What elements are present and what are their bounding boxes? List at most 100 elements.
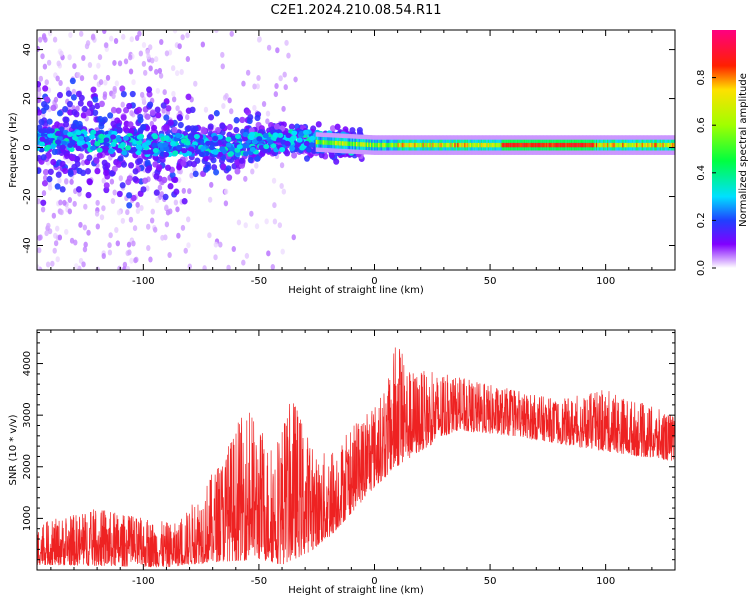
- ridge-core: [651, 142, 654, 148]
- spectral-blob: [256, 36, 262, 43]
- spectral-blob: [55, 130, 62, 136]
- spectral-blob: [96, 152, 103, 159]
- ridge-core: [637, 142, 640, 148]
- spectral-blob: [113, 37, 119, 44]
- spectral-blob: [41, 100, 48, 108]
- spectral-blob: [175, 132, 182, 139]
- ridge-core: [393, 142, 396, 148]
- ridge-core: [569, 142, 572, 148]
- spectral-blob: [309, 135, 316, 141]
- spectral-blob: [110, 120, 117, 128]
- spectral-blob: [126, 102, 133, 110]
- spectral-blob: [128, 54, 133, 61]
- spectral-blob: [76, 140, 83, 146]
- spectral-blob: [154, 106, 161, 113]
- spectral-blob: [207, 232, 212, 239]
- ridge-core: [623, 142, 626, 148]
- ridge-core: [581, 142, 585, 148]
- ridge-core: [667, 142, 671, 148]
- spectral-blob: [213, 254, 218, 261]
- spectral-blob: [179, 69, 184, 76]
- spectral-blob: [51, 148, 58, 156]
- spectral-blob: [46, 175, 53, 183]
- ridge-core: [391, 142, 395, 148]
- ridge-core: [484, 142, 488, 148]
- spectral-blob: [135, 208, 141, 215]
- spectral-blob: [76, 72, 81, 79]
- spectral-blob: [243, 175, 248, 182]
- spectral-blob: [75, 130, 82, 136]
- ridge-core: [530, 142, 533, 148]
- ridge-core: [326, 140, 329, 145]
- spectral-blob: [155, 112, 162, 119]
- spectral-blob: [86, 154, 93, 162]
- spectral-blob: [213, 110, 220, 117]
- spectral-blob: [128, 68, 134, 75]
- ridge-core: [337, 141, 341, 146]
- ridge-core: [609, 142, 612, 148]
- spectral-blob: [63, 121, 70, 128]
- ridge-core: [328, 140, 331, 145]
- spectral-blob: [119, 182, 126, 189]
- spectral-blob: [212, 141, 219, 147]
- ridge-core: [496, 142, 499, 148]
- spectral-blob: [185, 114, 190, 121]
- ridge-core: [541, 142, 544, 148]
- spectral-blob: [218, 241, 223, 248]
- spectral-blob: [180, 34, 185, 41]
- spectral-blob: [172, 150, 179, 156]
- spectral-blob: [87, 61, 93, 68]
- spectral-blob: [245, 69, 251, 76]
- spectral-blob: [56, 109, 63, 117]
- ridge-core: [436, 142, 439, 148]
- spectral-blob: [117, 155, 124, 162]
- spectral-blob: [117, 60, 123, 67]
- ridge-core: [600, 142, 603, 148]
- spectral-blob: [94, 210, 100, 217]
- spectrogram-y-label: Frequency (Hz): [8, 112, 19, 188]
- spectral-blob: [79, 30, 84, 37]
- spectral-blob: [70, 123, 77, 130]
- ridge-core: [357, 142, 360, 147]
- spectral-blob: [356, 126, 363, 134]
- spectral-blob: [81, 105, 88, 113]
- spectral-blob: [238, 157, 245, 164]
- ridge-core: [428, 142, 431, 148]
- ridge-core: [534, 142, 538, 148]
- x-tick-label: -100: [132, 576, 155, 587]
- ridge-core: [587, 142, 590, 148]
- spectral-blob: [69, 154, 76, 162]
- x-tick-label: -100: [132, 276, 155, 287]
- spectral-blob: [255, 83, 260, 90]
- spectral-blob: [193, 80, 198, 87]
- spectral-blob: [94, 102, 101, 110]
- ridge-core: [640, 142, 643, 148]
- spectral-blob: [44, 144, 51, 150]
- spectral-blob: [233, 126, 240, 134]
- ridge-core: [414, 142, 417, 148]
- spectral-blob: [43, 96, 50, 103]
- spectral-blob: [149, 217, 155, 224]
- spectral-blob: [185, 93, 192, 101]
- y-tick-label: -40: [22, 237, 33, 253]
- colorbar-tick-label: 0.6: [696, 117, 707, 133]
- ridge-core: [423, 142, 427, 148]
- spectral-blob: [263, 143, 270, 150]
- spectral-blob: [155, 197, 160, 204]
- ridge-core: [378, 142, 381, 148]
- spectral-blob: [129, 110, 134, 117]
- ridge-core: [464, 142, 467, 148]
- ridge-core: [554, 142, 557, 148]
- spectral-blob: [37, 247, 42, 254]
- spectral-blob: [135, 201, 140, 208]
- spectral-blob: [181, 148, 188, 154]
- ridge-core: [487, 142, 490, 148]
- spectral-blob: [39, 136, 46, 142]
- spectral-blob: [177, 121, 184, 129]
- spectral-blob: [177, 176, 182, 183]
- spectral-blob: [146, 133, 153, 140]
- spectral-blob: [261, 101, 267, 108]
- spectral-blob: [80, 159, 86, 166]
- spectral-blob: [141, 60, 147, 67]
- colorbar-tick-label: 0.8: [696, 70, 707, 86]
